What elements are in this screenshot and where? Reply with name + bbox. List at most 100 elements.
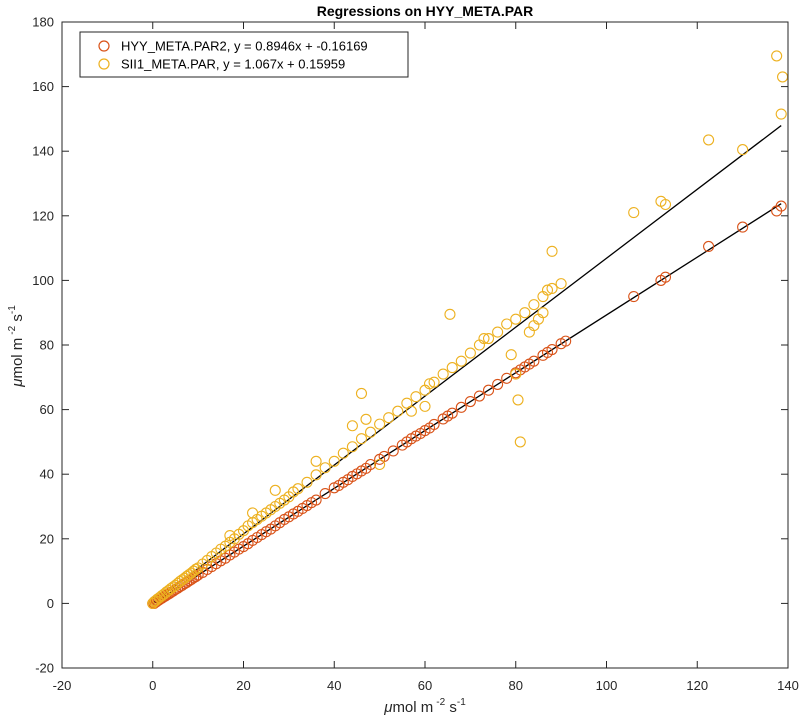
data-point: [537, 307, 549, 319]
data-point: [703, 240, 715, 253]
data-point: [455, 355, 467, 367]
data-point: [775, 108, 787, 120]
x-tick-label: -20: [53, 678, 72, 693]
x-axis-unit-mid: s: [445, 699, 457, 716]
data-point: [541, 284, 554, 296]
y-tick-label: 20: [40, 531, 54, 546]
legend-label-hyy: HYY_META.PAR2, y = 0.8946x + -0.16169: [121, 39, 368, 54]
legend: HYY_META.PAR2, y = 0.8946x + -0.16169 SI…: [79, 31, 409, 78]
data-point: [473, 390, 486, 402]
data-point: [501, 318, 513, 330]
data-point: [355, 387, 368, 400]
x-tick-label: 40: [327, 678, 341, 693]
data-point: [482, 384, 495, 396]
y-axis-exp-2: -1: [7, 305, 18, 314]
data-point: [510, 368, 522, 380]
data-point: [269, 484, 281, 496]
data-point: [519, 307, 531, 319]
data-point: [659, 198, 672, 211]
data-point: [510, 313, 522, 325]
x-axis-unit: mol m: [392, 699, 433, 716]
data-point: [310, 469, 322, 481]
series-1-markers: [147, 50, 789, 609]
data-point: [310, 455, 322, 467]
axis-ticks: [61, 21, 789, 669]
y-tick-labels: -20 0 20 40 60 80 100 120 140 160 180: [32, 15, 54, 676]
data-point: [423, 378, 436, 390]
legend-marker-sii1: [98, 58, 110, 70]
data-point: [737, 221, 749, 233]
y-tick-label: 60: [40, 402, 54, 417]
data-point: [224, 530, 236, 542]
x-tick-label: 100: [596, 678, 618, 693]
data-point: [514, 436, 526, 448]
data-point: [410, 391, 422, 403]
data-point: [512, 394, 524, 406]
x-tick-label: 80: [509, 678, 523, 693]
x-tick-label: 140: [777, 678, 799, 693]
x-tick-label: 20: [236, 678, 250, 693]
y-tick-label: -20: [35, 661, 54, 676]
data-point: [405, 405, 417, 417]
data-point: [292, 483, 304, 495]
data-point: [478, 332, 490, 345]
data-point: [319, 488, 331, 500]
y-axis-label: μmol m -2 s-1: [7, 305, 26, 388]
data-point: [337, 447, 349, 459]
legend-marker-hyy: [98, 40, 110, 52]
data-point: [482, 332, 495, 345]
data-point: [360, 413, 372, 425]
data-point: [775, 200, 787, 212]
chart-title: Regressions on HYY_META.PAR: [317, 3, 534, 19]
data-point: [364, 426, 377, 438]
data-point: [492, 326, 504, 338]
y-axis-exp-1: -2: [7, 325, 18, 334]
x-tick-labels: -20 0 20 40 60 80 100 120 140: [53, 678, 799, 693]
data-point: [560, 335, 572, 347]
data-point: [528, 299, 540, 311]
data-point: [546, 282, 558, 295]
data-point: [346, 420, 358, 432]
x-tick-label: 120: [686, 678, 708, 693]
y-tick-label: 140: [32, 144, 54, 159]
series-0-markers: [147, 200, 787, 609]
data-point: [355, 433, 368, 445]
y-tick-label: 40: [40, 467, 54, 482]
data-point: [464, 347, 476, 359]
y-axis-unit-mid: s: [9, 314, 26, 326]
data-point: [444, 308, 456, 320]
data-point: [659, 271, 672, 283]
data-point: [319, 462, 331, 474]
x-axis-exp-2: -1: [457, 697, 466, 708]
data-point: [310, 494, 322, 506]
data-point: [628, 290, 640, 303]
data-point: [446, 362, 458, 374]
data-point: [771, 50, 783, 62]
data-point: [703, 134, 715, 146]
x-axis-label: μmol m -2 s-1: [383, 697, 466, 716]
y-axis-mu: μ: [9, 379, 26, 388]
data-point: [301, 476, 313, 488]
y-axis-unit: mol m: [9, 338, 26, 379]
data-point: [392, 405, 404, 417]
legend-entry-sii1: SII1_META.PAR, y = 1.067x + 0.15959: [98, 57, 345, 72]
data-point: [419, 400, 431, 412]
y-tick-label: 120: [32, 208, 54, 223]
legend-label-sii1: SII1_META.PAR, y = 1.067x + 0.15959: [121, 57, 345, 72]
data-point: [492, 378, 504, 390]
data-point: [364, 458, 377, 471]
data-point: [247, 507, 259, 519]
data-point: [428, 418, 440, 431]
data-point: [346, 441, 358, 453]
x-tick-label: 60: [418, 678, 432, 693]
data-point: [628, 207, 640, 219]
data-point: [464, 395, 476, 408]
data-point: [505, 349, 517, 361]
data-point: [374, 458, 386, 471]
data-point: [428, 376, 440, 388]
data-point: [437, 368, 449, 380]
data-point: [528, 355, 540, 367]
data-point: [383, 412, 395, 424]
plot-area: [61, 21, 789, 669]
